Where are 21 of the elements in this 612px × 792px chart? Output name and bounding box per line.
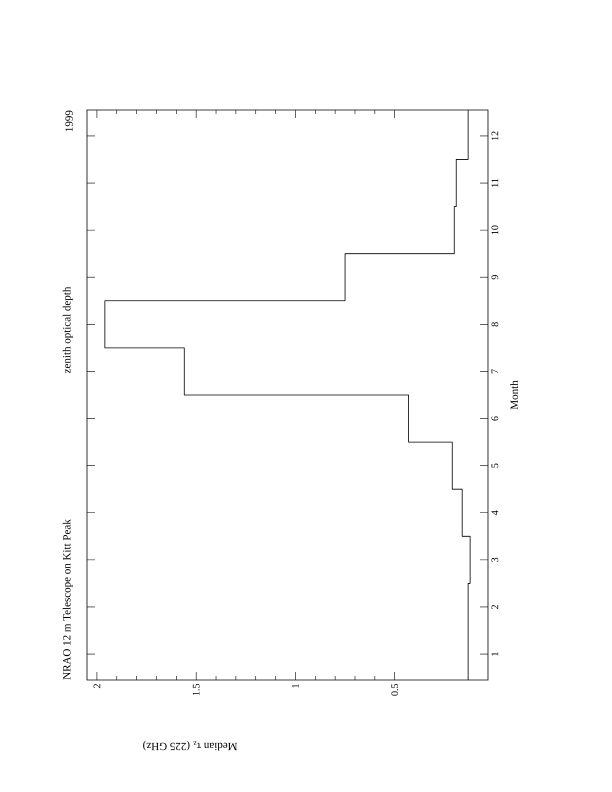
x-tick-label: 2 [94, 684, 100, 688]
y-tick-label: 2 [492, 605, 498, 610]
y-tick-label: 5 [492, 464, 498, 468]
x-tick-label: 0.5 [391, 684, 398, 696]
y-tick-label: 12 [492, 131, 498, 140]
y-tick-label: 3 [492, 558, 498, 562]
y-tick-label: 8 [492, 322, 498, 326]
y-axis-title: Month [510, 380, 518, 410]
y-tick-label: 11 [492, 178, 498, 187]
y-tick-label: 7 [492, 369, 498, 374]
text: 1999 [65, 110, 73, 132]
text: zenith optical depth [62, 286, 73, 374]
y-tick-label: 4 [492, 510, 498, 516]
x-tick-label: 1 [292, 684, 299, 688]
y-tick-label: 1 [492, 652, 498, 656]
x-axis-title: Median τ$_{z}$ (225 GHz) [143, 740, 238, 751]
y-tick-label: 9 [492, 275, 498, 280]
y-tick-label: 10 [492, 225, 498, 234]
y-tick-label: 6 [492, 416, 498, 421]
x-tick-label: 1.5 [192, 684, 200, 696]
text: NRAO 12 m Telescope on Kitt Peak [62, 519, 73, 680]
